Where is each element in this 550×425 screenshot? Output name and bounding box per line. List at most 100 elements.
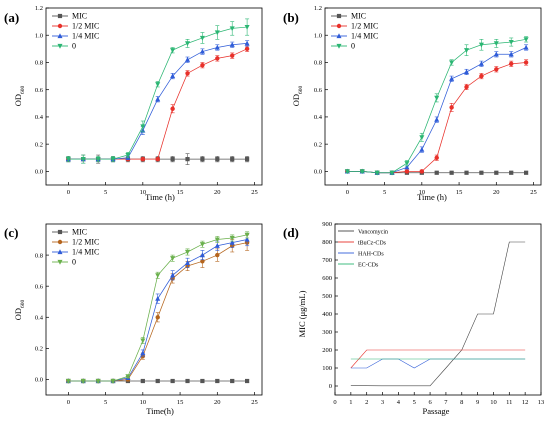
y-tick-label-b: 0.4 (314, 114, 323, 121)
y-tick-label-d: 100 (322, 365, 332, 372)
panel-b: (b) Time (h) OD600 0 5 10 15 20 25 0.0 0.2 0.4 0.… (283, 5, 542, 202)
data-point-a-3 (140, 124, 146, 130)
legend-marker-a-0 (57, 13, 63, 19)
legend-label-c-0: MIC (72, 228, 87, 237)
data-point-c-2 (229, 239, 235, 245)
x-tick-label-d: 5 (413, 399, 416, 406)
x-tick-label-a: 10 (140, 189, 147, 196)
panel-a: (a) Time (h) OD600 0 5 10 15 20 25 0.0 0.2 0.4 0.… (4, 5, 263, 202)
series-line-d-0 (350, 241, 526, 387)
legend-label-a-1: 1/2 MIC (72, 22, 99, 31)
data-point-a-2 (184, 57, 191, 62)
data-point-a-1 (230, 53, 235, 58)
y-tick-label-d: 600 (322, 275, 332, 282)
data-point-c-2 (244, 236, 250, 242)
series-line-a-1 (68, 48, 248, 160)
data-point-a-0 (170, 157, 175, 162)
plot-frame-b (324, 7, 542, 186)
data-point-b-1 (464, 84, 469, 90)
series-line-b-3 (347, 38, 527, 174)
y-tick-label-a: 0.0 (35, 169, 43, 176)
plot-frame-a (45, 7, 263, 186)
data-point-a-0 (185, 157, 190, 162)
data-point-c-2 (214, 243, 220, 248)
data-point-b-1 (523, 60, 529, 65)
data-point-c-0 (245, 378, 250, 384)
panel-label-d: (d) (283, 225, 299, 240)
data-point-c-0 (170, 378, 175, 384)
data-point-b-2 (508, 51, 514, 57)
data-point-a-3 (155, 82, 161, 87)
data-point-a-3 (244, 24, 250, 30)
legend-marker-b-2 (336, 33, 342, 39)
plot-frame-d (334, 223, 542, 396)
data-point-a-3 (229, 26, 235, 32)
data-point-c-3 (199, 242, 205, 247)
y-tick-label-a: 1.2 (35, 5, 43, 12)
data-point-b-3 (389, 170, 395, 176)
legend-marker-a-3 (57, 43, 63, 49)
x-tick-label-a: 5 (104, 189, 107, 196)
data-point-b-1 (434, 155, 439, 160)
legend-marker-c-2 (57, 249, 63, 255)
x-tick-label-a: 0 (67, 189, 70, 196)
series-line-c-2 (68, 239, 248, 382)
x-tick-label-d: 11 (506, 399, 512, 406)
y-tick-label-b: 0.0 (314, 169, 322, 176)
legend-label-c-2: 1/4 MIC (72, 248, 99, 257)
x-tick-label-d: 7 (444, 399, 448, 406)
data-point-a-0 (215, 157, 220, 162)
legend-label-d-2: HAH-CDs (358, 252, 384, 258)
y-axis-label-d: MIC (μg/mL) (297, 290, 307, 337)
legend-label-b-0: MIC (351, 12, 366, 21)
x-tick-label-b: 5 (383, 189, 386, 196)
data-point-b-0 (509, 170, 514, 175)
data-point-b-3 (493, 41, 499, 47)
data-point-b-3 (508, 39, 514, 45)
x-axis-label-d: Passage (423, 406, 450, 416)
x-tick-label-a: 25 (251, 189, 258, 196)
y-tick-label-c: 0.2 (35, 346, 43, 353)
data-point-a-2 (199, 48, 205, 54)
legend-label-d-3: EC-CDs (358, 263, 379, 269)
data-point-b-3 (374, 170, 380, 176)
data-point-b-3 (449, 60, 455, 66)
x-tick-label-a: 15 (177, 189, 184, 196)
data-point-a-2 (244, 40, 250, 46)
data-point-c-0 (215, 378, 220, 384)
x-tick-label-d: 0 (333, 399, 336, 406)
x-tick-label-d: 4 (397, 399, 401, 406)
y-tick-label-a: 0.6 (35, 87, 44, 94)
y-axis-label-c-sub: 600 (20, 299, 26, 308)
legend-marker-a-1 (57, 23, 63, 29)
data-point-b-3 (419, 135, 425, 141)
y-tick-label-d: 300 (322, 329, 332, 336)
x-tick-label-d: 6 (428, 399, 432, 406)
x-tick-label-b: 0 (346, 189, 349, 196)
data-point-c-3 (140, 338, 146, 344)
data-point-c-3 (229, 235, 235, 241)
data-point-c-3 (80, 378, 86, 384)
y-axis-label-c: OD600 (13, 299, 26, 320)
data-point-a-3 (199, 35, 205, 41)
x-tick-label-b: 20 (493, 189, 500, 196)
data-point-a-2 (229, 42, 235, 47)
data-point-b-2 (449, 76, 455, 81)
series-line-c-3 (68, 234, 248, 382)
data-point-a-3 (184, 41, 191, 47)
data-point-b-1 (449, 105, 454, 110)
plot-frame-c (45, 223, 263, 396)
x-tick-label-d: 2 (365, 399, 368, 406)
data-point-b-0 (449, 170, 454, 175)
y-tick-label-c: 0.6 (35, 283, 44, 290)
data-point-a-2 (214, 44, 220, 50)
data-point-c-3 (155, 273, 161, 279)
data-point-b-2 (434, 116, 440, 122)
y-axis-label-a: OD600 (13, 85, 26, 106)
x-tick-label-d: 3 (381, 399, 384, 406)
y-tick-label-a: 0.2 (35, 141, 43, 148)
x-tick-label-d: 10 (490, 399, 497, 406)
data-point-b-0 (494, 170, 499, 175)
